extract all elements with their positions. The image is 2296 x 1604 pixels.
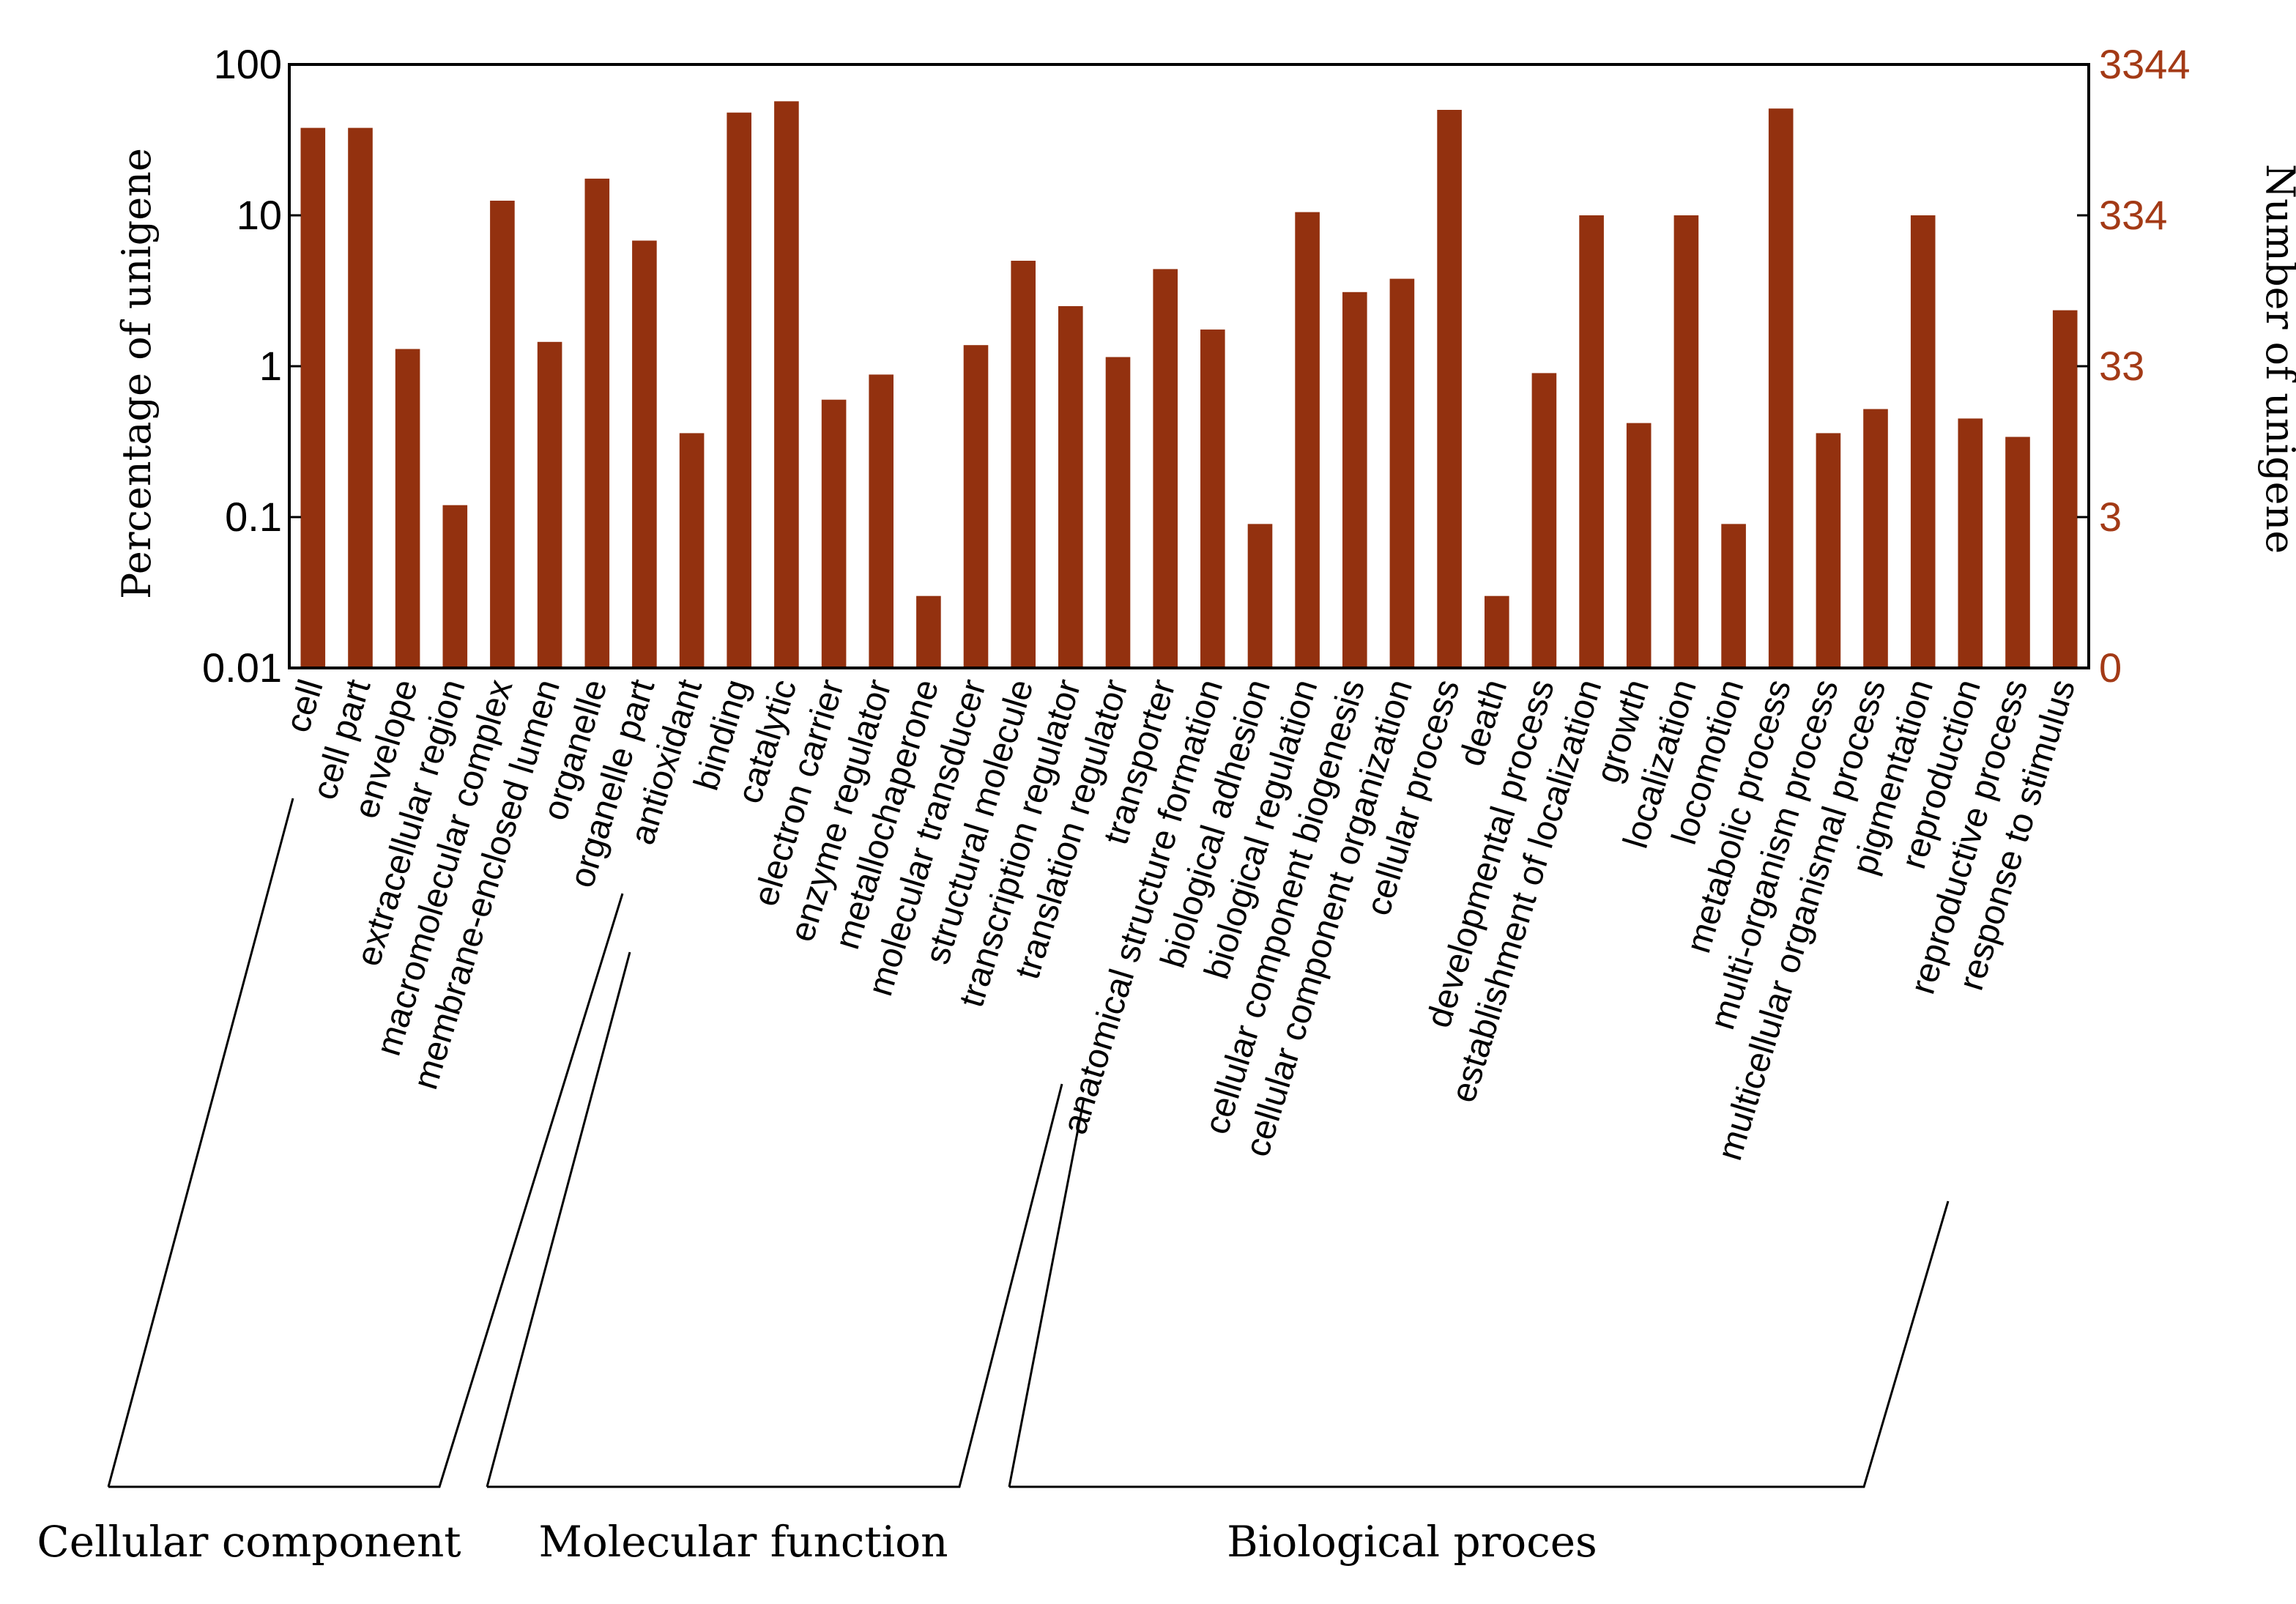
bar [1721, 524, 1746, 668]
group-label: Biological proces [1227, 1517, 1597, 1567]
group-bracket [1009, 1200, 1950, 1488]
group-label: Molecular function [538, 1517, 948, 1567]
bar [1768, 108, 1794, 668]
left-axis-label: Percentage of unigene [114, 148, 160, 599]
bar [490, 201, 515, 668]
bar [1816, 433, 1841, 668]
bar [348, 127, 373, 669]
bar [1105, 357, 1131, 668]
bar [395, 349, 420, 668]
bar [1200, 329, 1225, 668]
bar [1153, 269, 1178, 668]
bar [1531, 373, 1557, 668]
bar [821, 399, 847, 668]
left-tick-label: 0.1 [225, 494, 282, 540]
bar [963, 345, 989, 668]
bar [869, 374, 893, 668]
group-bracket-edge [486, 951, 631, 1488]
left-axis-ticks: 0.01 0.1 1 10 100 [202, 41, 301, 691]
bar [1910, 215, 1936, 668]
bar [1863, 409, 1888, 668]
right-tick-label: 33 [2099, 343, 2144, 389]
bar [442, 505, 468, 668]
group-bracket [487, 1083, 1063, 1488]
bar [727, 112, 751, 668]
right-tick-label: 0 [2099, 645, 2122, 691]
bar [679, 433, 705, 668]
bar [2052, 310, 2078, 668]
bar [774, 101, 799, 669]
group-bracket-edge [107, 798, 294, 1488]
group-bracket-edge [1008, 1098, 1085, 1488]
bar [1579, 215, 1604, 668]
bar [1058, 306, 1083, 668]
left-tick-label: 1 [259, 343, 282, 389]
right-tick-label: 3344 [2099, 41, 2191, 87]
bar [632, 240, 657, 668]
bar [300, 127, 326, 669]
left-tick-label: 100 [214, 41, 282, 87]
bar [2005, 437, 2030, 668]
right-tick-label: 3 [2099, 494, 2122, 540]
bar [584, 178, 610, 668]
category-label: cell [278, 675, 331, 737]
bar [1673, 215, 1699, 668]
bar [1389, 278, 1415, 669]
bar [1247, 524, 1273, 668]
left-tick-label: 10 [237, 192, 282, 238]
bar [1342, 292, 1367, 668]
bar [916, 595, 941, 668]
bar [1626, 423, 1652, 668]
bar [1437, 110, 1462, 668]
bar [1485, 595, 1509, 668]
category-groups: Cellular component Molecular function Biol… [37, 798, 1950, 1567]
bar [1958, 418, 1983, 668]
bars [300, 101, 2078, 669]
bar [1011, 261, 1036, 668]
right-tick-label: 334 [2099, 192, 2167, 238]
group-label: Cellular component [37, 1517, 461, 1567]
group-bracket [108, 893, 624, 1488]
left-tick-label: 0.01 [202, 645, 282, 691]
bar [537, 341, 562, 668]
bar [1295, 212, 1320, 669]
right-axis-label: Number of unigene [2257, 164, 2296, 554]
